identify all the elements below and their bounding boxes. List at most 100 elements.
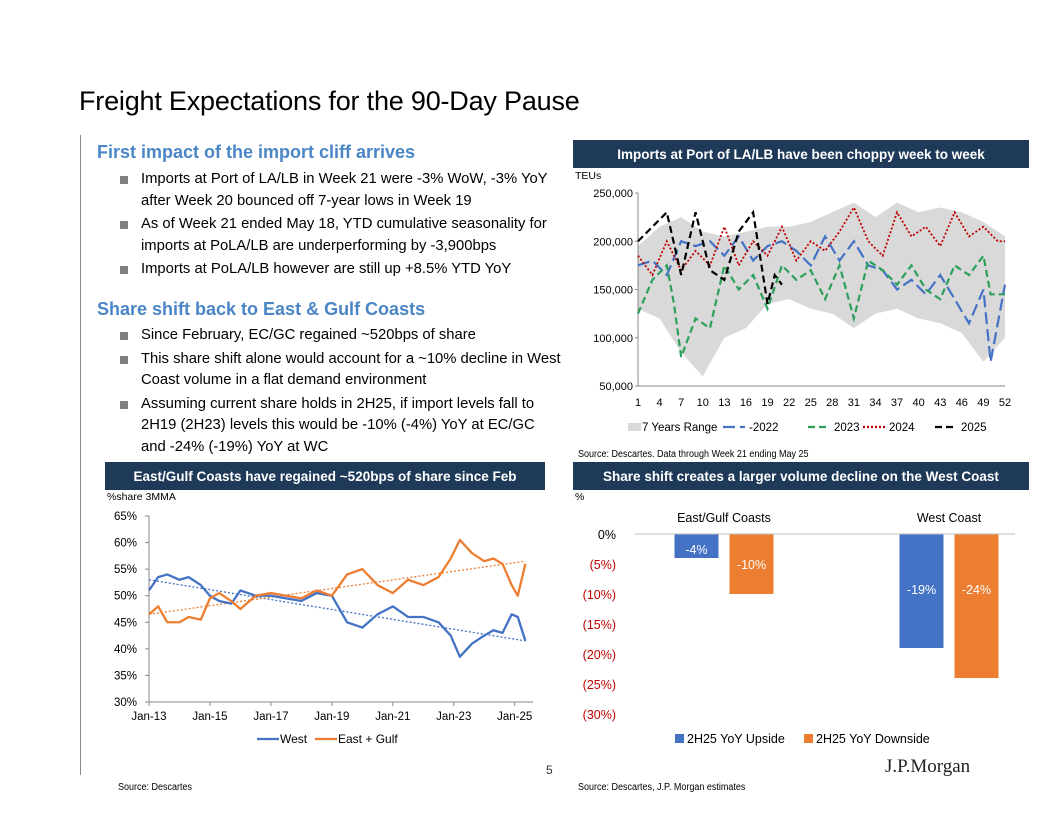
bullet-square-icon bbox=[120, 332, 128, 340]
bullet-item: Assuming current share holds in 2H25, if… bbox=[118, 394, 563, 459]
y-tick-label: 250,000 bbox=[593, 188, 633, 200]
legend-swatch-2H25 YoY Downside bbox=[804, 734, 813, 743]
chart1-imports-plot: 50,000 100,000 150,000 200,000 250,000 1 4 7 10 1… bbox=[593, 188, 1011, 434]
legend-label: 2H25 YoY Upside bbox=[687, 732, 785, 746]
y-tick-label: 65% bbox=[114, 511, 137, 523]
trendline bbox=[148, 579, 526, 642]
legend-label: -2022 bbox=[749, 422, 778, 434]
x-tick-label: 4 bbox=[657, 397, 663, 409]
chart1-unit-label: TEUs bbox=[575, 170, 602, 182]
x-tick-label: 16 bbox=[740, 397, 752, 409]
x-tick-label: 25 bbox=[805, 397, 817, 409]
y-tick-label: 30% bbox=[114, 697, 137, 709]
x-tick-label: 37 bbox=[891, 397, 903, 409]
divider-line bbox=[80, 135, 81, 775]
y-tick-label: 0% bbox=[598, 528, 616, 542]
section-title-import-cliff: First impact of the import cliff arrives bbox=[97, 142, 416, 162]
x-tick-label: Jan-15 bbox=[192, 711, 227, 723]
y-tick-label: 100,000 bbox=[593, 333, 633, 345]
x-tick-label: 43 bbox=[934, 397, 946, 409]
y-tick-label: 40% bbox=[114, 644, 137, 656]
bullet-item: As of Week 21 ended May 18, YTD cumulati… bbox=[118, 214, 563, 257]
chart3-bar-plot: 0% (5%) (10%) (15%) (20%) (25%) (30%) East/Gulf… bbox=[583, 511, 1015, 746]
legend-swatch-2H25 YoY Upside bbox=[675, 734, 684, 743]
chart2-share-plot: 30% 35% 40% 45% 50% 55% 60% 65% Jan-13 Jan-15 Jan-… bbox=[114, 511, 533, 746]
data-label: -10% bbox=[737, 558, 766, 572]
x-tick-label: 10 bbox=[697, 397, 709, 409]
x-tick-label: 13 bbox=[718, 397, 730, 409]
x-tick-label: 52 bbox=[999, 397, 1011, 409]
chart1-header: Imports at Port of LA/LB have been chopp… bbox=[573, 140, 1029, 168]
legend-label: 2024 bbox=[889, 422, 915, 434]
bullet-square-icon bbox=[120, 400, 128, 409]
x-tick-label: Jan-17 bbox=[253, 711, 288, 723]
legend-label: East + Gulf bbox=[338, 732, 398, 746]
y-tick-label: 60% bbox=[114, 538, 137, 550]
data-label: -24% bbox=[962, 583, 991, 597]
series-line-East + Gulf bbox=[148, 538, 527, 624]
chart3-header: Share shift creates a larger volume decl… bbox=[573, 462, 1029, 490]
series-line-2025 bbox=[637, 209, 783, 305]
bullet-item: Imports at Port of LA/LB in Week 21 were… bbox=[118, 169, 563, 212]
legend-label: 2023 bbox=[834, 422, 860, 434]
x-tick-label: 46 bbox=[956, 397, 968, 409]
chart3-source: Source: Descartes, J.P. Morgan estimates bbox=[578, 782, 746, 793]
bullet-item: Since February, EC/GC regained ~520bps o… bbox=[118, 325, 563, 347]
bullet-square-icon bbox=[120, 355, 128, 364]
y-tick-label: 45% bbox=[114, 617, 137, 629]
y-tick-label: 35% bbox=[114, 670, 137, 682]
legend-label: 2H25 YoY Downside bbox=[816, 732, 930, 746]
chart2-source: Source: Descartes bbox=[118, 782, 193, 793]
y-tick-label: (10%) bbox=[583, 588, 616, 602]
x-tick-label: Jan-25 bbox=[497, 711, 532, 723]
bar-2H25 YoY Upside bbox=[899, 534, 944, 648]
series-line-West bbox=[148, 573, 527, 658]
bullet-square-icon bbox=[120, 266, 128, 274]
y-tick-label: (30%) bbox=[583, 708, 616, 722]
bar-2H25 YoY Upside bbox=[674, 534, 719, 558]
y-tick-label: 55% bbox=[114, 564, 137, 576]
bullet-square-icon bbox=[120, 221, 128, 229]
data-label: -19% bbox=[907, 583, 936, 597]
y-tick-label: (25%) bbox=[583, 678, 616, 692]
category-label: East/Gulf Coasts bbox=[677, 511, 771, 525]
data-label: -4% bbox=[685, 543, 707, 557]
x-tick-label: 22 bbox=[783, 397, 795, 409]
legend-label: 7 Years Range bbox=[642, 422, 717, 434]
legend-label: West bbox=[280, 732, 308, 746]
x-tick-label: 40 bbox=[913, 397, 925, 409]
x-tick-label: 1 bbox=[635, 397, 641, 409]
y-tick-label: 150,000 bbox=[593, 285, 633, 297]
section-title-share-shift: Share shift back to East & Gulf Coasts bbox=[97, 299, 426, 319]
x-tick-label: 19 bbox=[761, 397, 773, 409]
bullet-item: Imports at PoLA/LB however are still up … bbox=[118, 259, 563, 281]
legend-label: 2025 bbox=[961, 422, 987, 434]
chart1-source: Source: Descartes. Data through Week 21 … bbox=[578, 449, 809, 460]
y-tick-label: (5%) bbox=[590, 558, 616, 572]
bullet-list-share-shift: Since February, EC/GC regained ~520bps o… bbox=[118, 325, 563, 460]
y-tick-label: (20%) bbox=[583, 648, 616, 662]
bullet-list-import-cliff: Imports at Port of LA/LB in Week 21 were… bbox=[118, 169, 563, 283]
bar-2H25 YoY Downside bbox=[954, 534, 999, 678]
x-tick-label: Jan-21 bbox=[375, 711, 410, 723]
bar-2H25 YoY Downside bbox=[729, 534, 774, 594]
bullet-item: This share shift alone would account for… bbox=[118, 349, 563, 392]
x-tick-label: 31 bbox=[848, 397, 860, 409]
chart2-header: East/Gulf Coasts have regained ~520bps o… bbox=[105, 462, 545, 490]
x-tick-label: 7 bbox=[678, 397, 684, 409]
series-line-2023 bbox=[636, 253, 1005, 358]
chart3-unit-label: % bbox=[575, 491, 585, 503]
trendline bbox=[148, 560, 526, 615]
x-tick-label: 49 bbox=[977, 397, 989, 409]
y-tick-label: 200,000 bbox=[593, 236, 633, 248]
x-tick-label: 28 bbox=[826, 397, 838, 409]
x-tick-label: 34 bbox=[869, 397, 881, 409]
category-label: West Coast bbox=[917, 511, 982, 525]
chart2-unit-label: %share 3MMA bbox=[107, 491, 176, 503]
y-tick-label: (15%) bbox=[583, 618, 616, 632]
bullet-square-icon bbox=[120, 176, 128, 184]
legend-swatch-7yr-range bbox=[628, 423, 641, 431]
jpmorgan-logo: J.P.Morgan bbox=[885, 756, 971, 777]
page-number: 5 bbox=[546, 763, 553, 777]
x-tick-label: Jan-23 bbox=[436, 711, 471, 723]
